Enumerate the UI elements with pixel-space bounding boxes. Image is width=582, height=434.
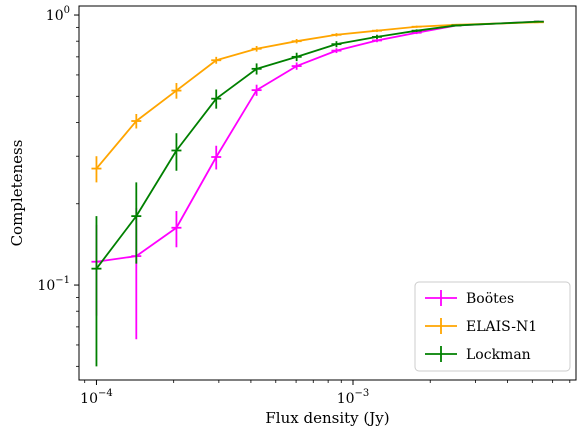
x-axis-label: Flux density (Jy) xyxy=(265,409,389,427)
x-tick-label: 10−3 xyxy=(337,388,370,407)
y-axis-label: Completeness xyxy=(8,140,26,247)
x-tick-label: 10−4 xyxy=(80,388,113,407)
legend-entry-elais-n1: ELAIS-N1 xyxy=(425,318,537,335)
legend-label-bootes: Boötes xyxy=(466,291,514,307)
y-tick-label: 100 xyxy=(46,5,70,24)
legend-box xyxy=(414,281,571,372)
plot-area-frame xyxy=(78,5,577,381)
axis-ticks: 10−4 10−3 10−1 100 xyxy=(37,5,571,407)
legend: Boötes ELAIS-N1 Lockman xyxy=(414,281,571,372)
legend-entry-lockman: Lockman xyxy=(425,346,531,363)
plot-series xyxy=(91,20,544,367)
legend-entry-bootes: Boötes xyxy=(425,290,514,307)
legend-label-elais-n1: ELAIS-N1 xyxy=(466,319,537,335)
series-lockman xyxy=(91,20,544,367)
y-tick-label: 10−1 xyxy=(37,275,70,294)
legend-label-lockman: Lockman xyxy=(466,347,531,363)
